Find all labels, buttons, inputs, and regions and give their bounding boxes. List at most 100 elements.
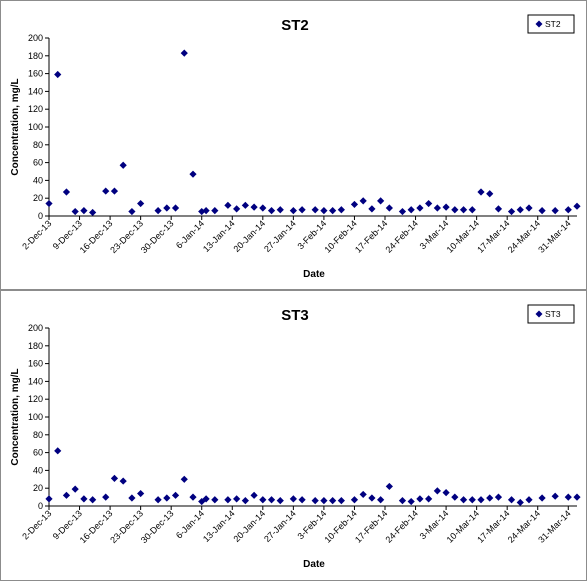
data-point xyxy=(398,207,407,216)
data-point xyxy=(250,203,258,211)
data-point xyxy=(102,493,110,501)
data-point xyxy=(110,474,119,483)
chart-title-st2: ST2 xyxy=(281,17,309,34)
data-point xyxy=(433,487,441,495)
data-point xyxy=(241,201,249,209)
data-point xyxy=(425,199,433,208)
y-tick-label: 60 xyxy=(33,158,43,168)
x-tick-label: 13-Jan-14 xyxy=(201,508,237,544)
y-tick-label: 80 xyxy=(33,430,43,440)
x-tick-label: 30-Dec-13 xyxy=(139,218,176,255)
data-point xyxy=(459,206,468,214)
data-point xyxy=(442,489,450,497)
data-point xyxy=(119,161,127,169)
chart-svg-st3: ST3 ST3 0 20 40 60 80 100 120 140 160 180 200 2-Dec-1… xyxy=(10,304,581,570)
data-point xyxy=(320,207,328,215)
data-point xyxy=(189,493,197,501)
legend-st3: ST3 xyxy=(527,304,575,324)
data-point xyxy=(329,497,337,505)
legend-st2: ST2 xyxy=(527,14,575,34)
data-point xyxy=(171,491,180,499)
data-point xyxy=(494,205,503,213)
x-tick-label: 20-Jan-14 xyxy=(232,218,268,254)
data-point xyxy=(477,188,485,196)
data-point xyxy=(416,495,424,503)
legend-box xyxy=(527,304,575,324)
data-point xyxy=(102,187,110,195)
data-point xyxy=(289,207,297,215)
data-point xyxy=(289,495,297,503)
x-axis-title: Date xyxy=(303,559,325,570)
data-point xyxy=(311,206,319,214)
data-point xyxy=(477,496,485,504)
data-point xyxy=(298,496,306,504)
data-point xyxy=(368,205,376,213)
data-point xyxy=(89,496,97,504)
legend-box xyxy=(527,14,575,34)
data-point xyxy=(259,204,267,212)
y-tick-label: 100 xyxy=(28,122,43,132)
data-point xyxy=(241,497,249,505)
data-point xyxy=(211,496,219,504)
y-axis-title: Concentration, mg/L xyxy=(10,368,21,465)
data-point xyxy=(233,495,241,503)
x-tick-label: 2-Dec-13 xyxy=(20,508,53,541)
chart-panel-st2: ST2 ST2 0 20 40 60 80 100 120 140 160 180 200 2-Dec-1… xyxy=(0,0,587,290)
data-point xyxy=(459,496,468,504)
data-point xyxy=(71,207,79,216)
data-point xyxy=(320,497,328,505)
y-tick-label: 160 xyxy=(28,69,43,79)
y-tick-label: 40 xyxy=(33,465,43,475)
data-point xyxy=(329,207,337,215)
data-point xyxy=(525,204,533,212)
data-point xyxy=(267,207,276,215)
data-point xyxy=(516,206,524,214)
data-point xyxy=(128,494,136,502)
data-point xyxy=(163,204,171,212)
x-tick-label: 27-Jan-14 xyxy=(262,508,298,544)
data-point xyxy=(45,495,53,503)
y-tick-label: 180 xyxy=(28,341,43,351)
data-point xyxy=(359,490,367,499)
data-point xyxy=(110,187,119,195)
data-point xyxy=(233,205,241,213)
data-point xyxy=(385,204,393,212)
data-point xyxy=(451,493,459,501)
data-point xyxy=(80,495,88,503)
data-point xyxy=(202,207,210,215)
data-point xyxy=(224,496,232,504)
y-tick-label: 20 xyxy=(33,193,43,203)
data-point xyxy=(538,207,546,215)
data-point xyxy=(407,206,415,214)
data-point xyxy=(54,70,62,79)
data-point xyxy=(551,207,559,215)
legend-marker xyxy=(535,20,543,28)
x-tick-label: 24-Feb-14 xyxy=(384,508,420,544)
x-tick-label: 31-Mar-14 xyxy=(536,508,572,544)
chart-title-st3: ST3 xyxy=(281,307,309,324)
data-point xyxy=(350,200,359,209)
data-point xyxy=(516,498,524,507)
data-point xyxy=(551,492,559,500)
data-point xyxy=(468,206,476,214)
data-point xyxy=(137,489,145,498)
data-point xyxy=(468,496,476,504)
data-point xyxy=(180,49,188,57)
y-tick-label: 0 xyxy=(38,211,43,221)
data-point xyxy=(276,497,284,505)
series-st3 xyxy=(45,447,581,507)
data-point xyxy=(507,496,516,504)
y-tick-label: 60 xyxy=(33,448,43,458)
data-point xyxy=(71,485,79,493)
legend-label: ST2 xyxy=(545,19,561,29)
y-tick-label: 200 xyxy=(28,33,43,43)
y-tick-label: 120 xyxy=(28,394,43,404)
x-tick-label: 30-Dec-13 xyxy=(139,508,176,545)
y-tick-label: 20 xyxy=(33,483,43,493)
y-tick-label: 180 xyxy=(28,51,43,61)
data-point xyxy=(350,496,359,504)
data-point xyxy=(54,447,62,455)
data-point xyxy=(525,496,533,504)
data-point xyxy=(359,197,367,205)
data-point xyxy=(62,491,71,499)
